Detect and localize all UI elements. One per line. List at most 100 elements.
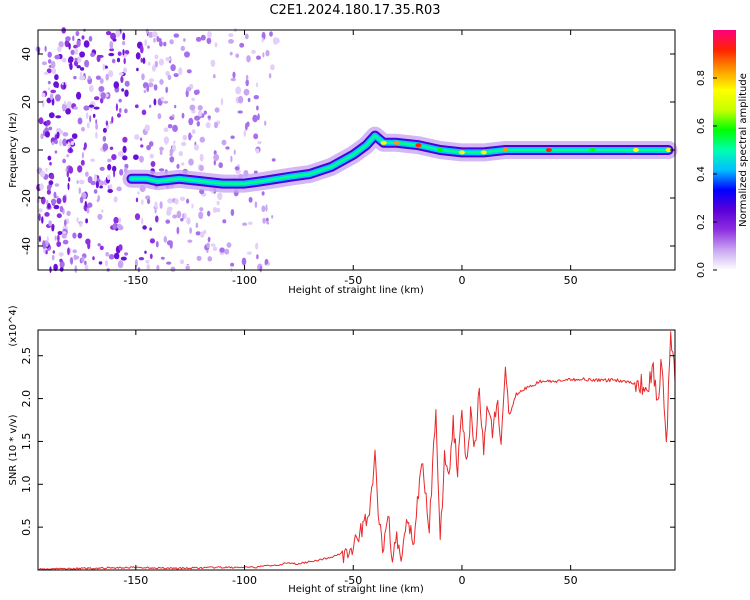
noise-blob <box>234 166 240 171</box>
noise-blob <box>216 200 220 206</box>
noise-blob <box>118 98 122 103</box>
noise-blob <box>133 154 139 160</box>
noise-blob <box>218 162 223 169</box>
noise-blob <box>76 39 81 48</box>
noise-blob <box>41 92 46 98</box>
noise-blob <box>213 153 220 162</box>
noise-blob <box>262 52 265 58</box>
noise-blob <box>48 126 53 131</box>
ridge-hotspot <box>437 148 444 152</box>
noise-blob <box>135 197 139 203</box>
noise-blob <box>154 201 158 209</box>
noise-blob <box>124 89 129 97</box>
noise-blob <box>169 39 174 45</box>
noise-blob <box>62 239 69 245</box>
noise-blob <box>266 221 270 225</box>
noise-blob <box>195 222 199 228</box>
noise-blob <box>141 199 144 205</box>
noise-blob <box>164 140 168 145</box>
noise-blob <box>213 159 216 166</box>
noise-blob <box>46 68 52 74</box>
noise-blob <box>148 78 154 83</box>
noise-blob <box>203 110 207 115</box>
noise-blob <box>40 133 44 140</box>
noise-blob <box>76 91 82 100</box>
noise-blob <box>167 198 174 204</box>
noise-blob <box>203 229 207 234</box>
noise-blob <box>143 89 146 94</box>
noise-blob <box>96 199 99 203</box>
noise-blob <box>38 235 42 243</box>
noise-blob <box>199 165 204 172</box>
noise-blob <box>93 106 100 110</box>
noise-blob <box>262 217 266 224</box>
noise-blob <box>256 254 259 260</box>
noise-blob <box>149 253 153 259</box>
noise-blob <box>47 59 52 64</box>
x-tick-label: -100 <box>232 274 257 287</box>
noise-blob <box>56 213 62 219</box>
noise-blob <box>78 187 82 195</box>
noise-blob <box>151 64 156 72</box>
noise-blob <box>94 96 100 101</box>
noise-blob <box>44 45 47 52</box>
noise-blob <box>138 257 145 261</box>
noise-blob <box>110 32 117 40</box>
noise-blob <box>73 60 79 67</box>
noise-blob <box>76 217 79 223</box>
snr-plot-area <box>38 330 675 570</box>
noise-blob <box>45 119 51 126</box>
noise-blob <box>116 186 122 192</box>
noise-blob <box>68 166 74 174</box>
noise-blob <box>191 109 196 114</box>
noise-blob <box>139 137 143 141</box>
noise-blob <box>124 80 130 87</box>
noise-blob <box>45 250 48 255</box>
noise-blob <box>255 242 259 250</box>
noise-blob <box>108 70 114 78</box>
noise-blob <box>179 196 185 201</box>
colorbar-tick-label: 0.6 <box>696 118 707 134</box>
noise-blob <box>207 31 212 39</box>
noise-blob <box>122 145 127 153</box>
noise-blob <box>107 185 111 190</box>
x-tick-label: -50 <box>344 574 362 587</box>
noise-blob <box>109 48 114 52</box>
noise-blob <box>230 262 235 267</box>
noise-blob <box>85 171 89 177</box>
noise-blob <box>53 263 58 272</box>
x-tick-label: 50 <box>564 574 578 587</box>
noise-blob <box>79 75 86 81</box>
noise-blob <box>149 238 155 244</box>
noise-blob <box>217 120 221 125</box>
noise-blob <box>83 40 90 48</box>
noise-blob <box>214 107 220 113</box>
x-tick-label: 0 <box>458 574 465 587</box>
noise-blob <box>147 45 150 49</box>
noise-blob <box>186 69 192 74</box>
noise-blob <box>38 208 43 213</box>
ridge-hotspot <box>589 148 596 152</box>
noise-blob <box>212 207 218 213</box>
noise-blob <box>99 245 104 251</box>
noise-blob <box>233 149 236 155</box>
noise-blob <box>95 75 101 80</box>
noise-blob <box>48 184 53 188</box>
noise-blob <box>166 209 172 216</box>
noise-blob <box>165 57 171 62</box>
noise-blob <box>87 202 93 208</box>
noise-blob <box>107 174 111 180</box>
noise-blob <box>264 120 267 126</box>
noise-blob <box>214 42 218 48</box>
noise-blob <box>159 149 163 156</box>
noise-blob <box>154 54 159 60</box>
noise-blob <box>62 158 66 164</box>
noise-blob <box>235 86 242 95</box>
noise-blob <box>74 265 78 273</box>
noise-blob <box>235 53 239 58</box>
noise-blob <box>44 131 51 138</box>
noise-blob <box>245 79 249 87</box>
noise-blob <box>76 65 81 69</box>
noise-blob <box>184 51 190 58</box>
spectrogram-y-ticks: -40 -20 0 20 40 <box>20 47 675 255</box>
